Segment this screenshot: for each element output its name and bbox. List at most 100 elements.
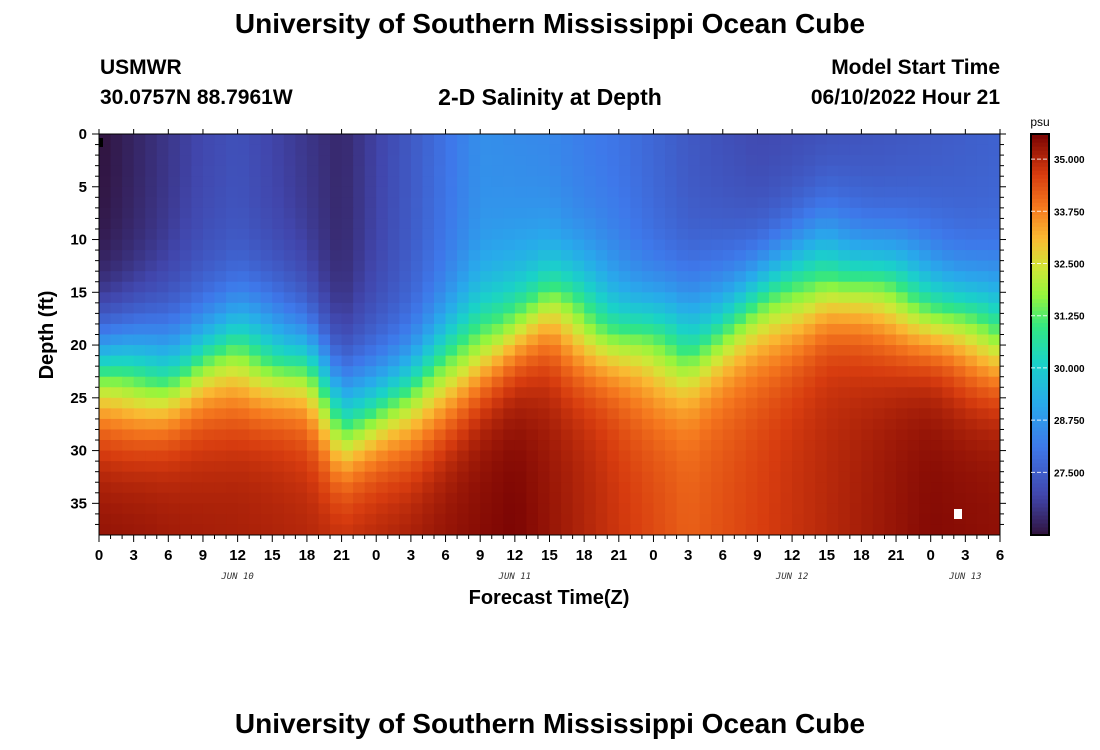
heatmap-cell xyxy=(283,186,296,198)
heatmap-cell xyxy=(699,155,712,167)
heatmap-cell xyxy=(965,271,978,283)
heatmap-cell xyxy=(872,260,886,272)
heatmap-cell xyxy=(214,376,227,388)
heatmap-cell xyxy=(191,429,204,441)
heatmap-cell xyxy=(433,313,447,325)
heatmap-cell xyxy=(353,440,366,452)
heatmap-cell xyxy=(537,218,551,230)
heatmap-cell xyxy=(480,228,493,241)
heatmap-cell xyxy=(249,271,262,283)
heatmap-cell xyxy=(722,260,735,272)
heatmap-cell xyxy=(272,440,285,452)
heatmap-cell xyxy=(156,228,169,241)
colorbar-segment xyxy=(1031,306,1049,312)
heatmap-cell xyxy=(665,345,678,357)
heatmap-cell xyxy=(433,461,447,473)
heatmap-cell xyxy=(676,492,689,504)
heatmap-cell xyxy=(745,471,759,483)
heatmap-cell xyxy=(445,313,458,325)
heatmap-cell xyxy=(676,376,689,388)
heatmap-cell xyxy=(226,429,239,441)
heatmap-cell xyxy=(283,513,296,526)
heatmap-cell xyxy=(168,345,181,357)
heatmap-cell xyxy=(768,281,782,293)
heatmap-cell xyxy=(318,313,331,325)
heatmap-cell xyxy=(179,461,193,473)
heatmap-cell xyxy=(422,323,435,336)
heatmap-cell xyxy=(364,197,377,209)
heatmap-cell xyxy=(630,271,643,283)
heatmap-cell xyxy=(341,397,354,409)
heatmap-cell xyxy=(641,429,655,441)
heatmap-cell xyxy=(896,250,909,262)
heatmap-cell xyxy=(745,418,759,431)
heatmap-cell xyxy=(445,418,458,431)
heatmap-cell xyxy=(99,302,112,314)
heatmap-cell xyxy=(514,218,527,230)
heatmap-cell xyxy=(849,334,862,346)
heatmap-cell xyxy=(722,207,735,220)
heatmap-cell xyxy=(607,397,620,409)
heatmap-cell xyxy=(884,313,897,325)
heatmap-cell xyxy=(965,134,978,146)
heatmap-cell xyxy=(641,513,655,526)
heatmap-cell xyxy=(457,366,470,378)
heatmap-cell xyxy=(815,429,828,441)
heatmap-cell xyxy=(688,408,701,420)
heatmap-cell xyxy=(722,239,735,251)
heatmap-cell xyxy=(422,165,435,177)
heatmap-cell xyxy=(722,450,735,462)
heatmap-cell xyxy=(99,228,112,241)
heatmap-cell xyxy=(630,165,643,177)
heatmap-cell xyxy=(988,461,1000,473)
heatmap-cell xyxy=(584,366,597,378)
heatmap-cell xyxy=(318,482,331,494)
heatmap-cell xyxy=(711,524,724,535)
heatmap-cell xyxy=(306,524,320,535)
heatmap-cell xyxy=(919,207,932,220)
heatmap-cell xyxy=(607,355,620,367)
heatmap-cell xyxy=(295,461,308,473)
heatmap-cell xyxy=(387,186,400,198)
heatmap-cell xyxy=(919,165,932,177)
heatmap-cell xyxy=(156,281,169,293)
heatmap-cell xyxy=(526,165,539,177)
heatmap-cell xyxy=(572,207,585,220)
heatmap-cell xyxy=(815,440,828,452)
heatmap-cell xyxy=(838,186,851,198)
heatmap-cell xyxy=(665,429,678,441)
heatmap-cell xyxy=(491,313,504,325)
heatmap-cell xyxy=(745,228,759,241)
heatmap-cell xyxy=(896,440,909,452)
heatmap-cell xyxy=(584,228,597,241)
heatmap-cell xyxy=(919,334,932,346)
heatmap-cell xyxy=(122,165,135,177)
heatmap-cell xyxy=(826,302,839,314)
heatmap-cell xyxy=(976,323,990,336)
heatmap-cell xyxy=(665,144,678,156)
heatmap-cell xyxy=(537,323,551,336)
heatmap-cell xyxy=(826,239,839,251)
heatmap-cell xyxy=(618,461,631,473)
colorbar-segment xyxy=(1031,518,1049,524)
heatmap-cell xyxy=(145,165,158,177)
heatmap-cell xyxy=(699,482,712,494)
heatmap-cell xyxy=(711,323,724,336)
heatmap-cell xyxy=(353,281,366,293)
heatmap-cell xyxy=(99,376,112,388)
heatmap-cell xyxy=(549,429,562,441)
heatmap-cell xyxy=(341,207,354,220)
heatmap-cell xyxy=(145,355,158,367)
heatmap-cell xyxy=(711,461,724,473)
heatmap-cell xyxy=(734,429,747,441)
heatmap-cell xyxy=(561,345,574,357)
heatmap-cell xyxy=(133,186,146,198)
heatmap-cell xyxy=(699,239,712,251)
heatmap-cell xyxy=(561,144,574,156)
colorbar-segment xyxy=(1031,466,1049,472)
heatmap-cell xyxy=(630,239,643,251)
heatmap-cell xyxy=(549,239,562,251)
heatmap-cell xyxy=(584,323,597,336)
heatmap-cell xyxy=(272,366,285,378)
